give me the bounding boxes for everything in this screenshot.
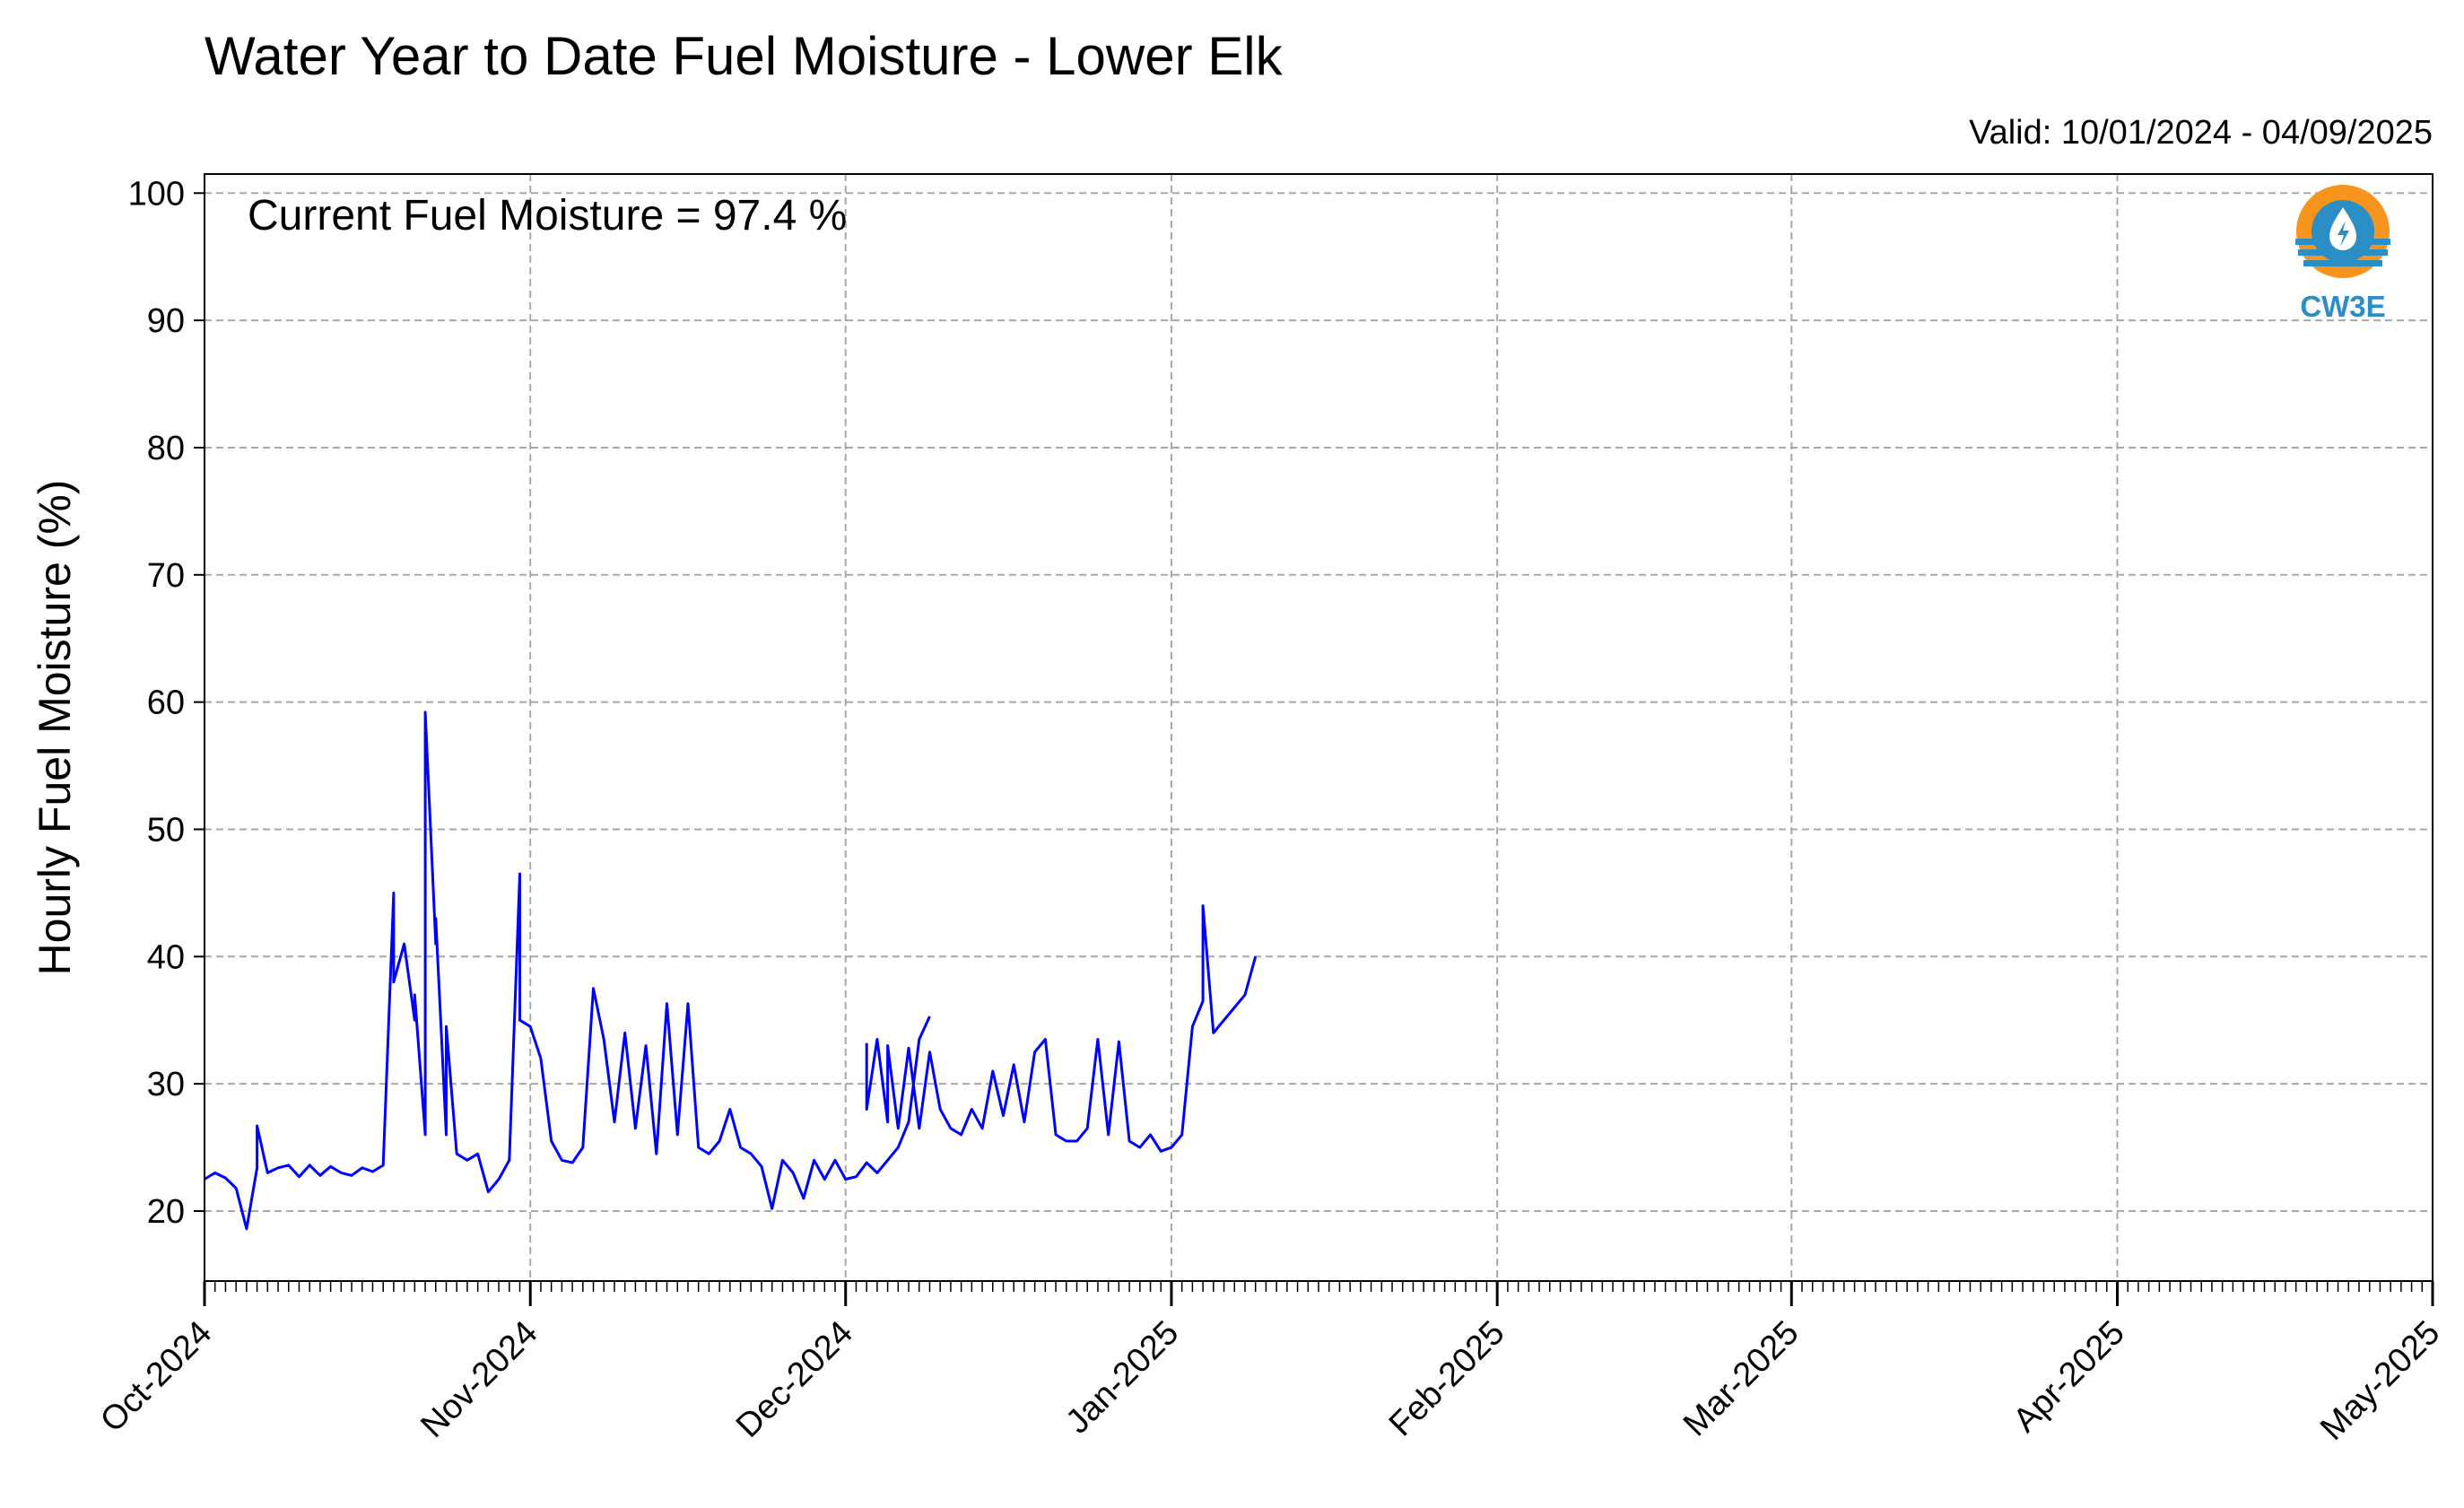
plot-area <box>204 710 1258 1231</box>
y-tick-label: 20 <box>147 1193 185 1231</box>
y-axis-label: Hourly Fuel Moisture (%) <box>30 480 80 976</box>
y-tick-label: 30 <box>147 1066 185 1103</box>
lightning-icon <box>2338 221 2349 247</box>
chart-subtitle: Valid: 10/01/2024 - 04/09/2025 <box>1969 114 2433 152</box>
y-tick-label: 70 <box>147 557 185 595</box>
y-tick-label: 40 <box>147 938 185 976</box>
y-tick-label: 80 <box>147 430 185 467</box>
y-tick-label: 90 <box>147 302 185 340</box>
fuel-moisture-line <box>865 904 1258 1153</box>
y-axis: 20 30 40 50 60 70 80 90 100 <box>128 175 205 1231</box>
logo-wave-3 <box>2303 260 2382 266</box>
logo-wave-2 <box>2298 249 2388 256</box>
y-tick-label: 60 <box>147 684 185 722</box>
chart-title: Water Year to Date Fuel Moisture - Lower… <box>205 26 1284 86</box>
fuel-moisture-line <box>204 710 931 1231</box>
cw3e-logo: CW3E <box>2295 185 2390 323</box>
current-fuel-moisture-annotation: Current Fuel Moisture = 97.4 % <box>248 192 847 240</box>
logo-text: CW3E <box>2300 290 2385 323</box>
y-tick-label: 50 <box>147 811 185 849</box>
y-tick-label: 100 <box>128 175 185 213</box>
